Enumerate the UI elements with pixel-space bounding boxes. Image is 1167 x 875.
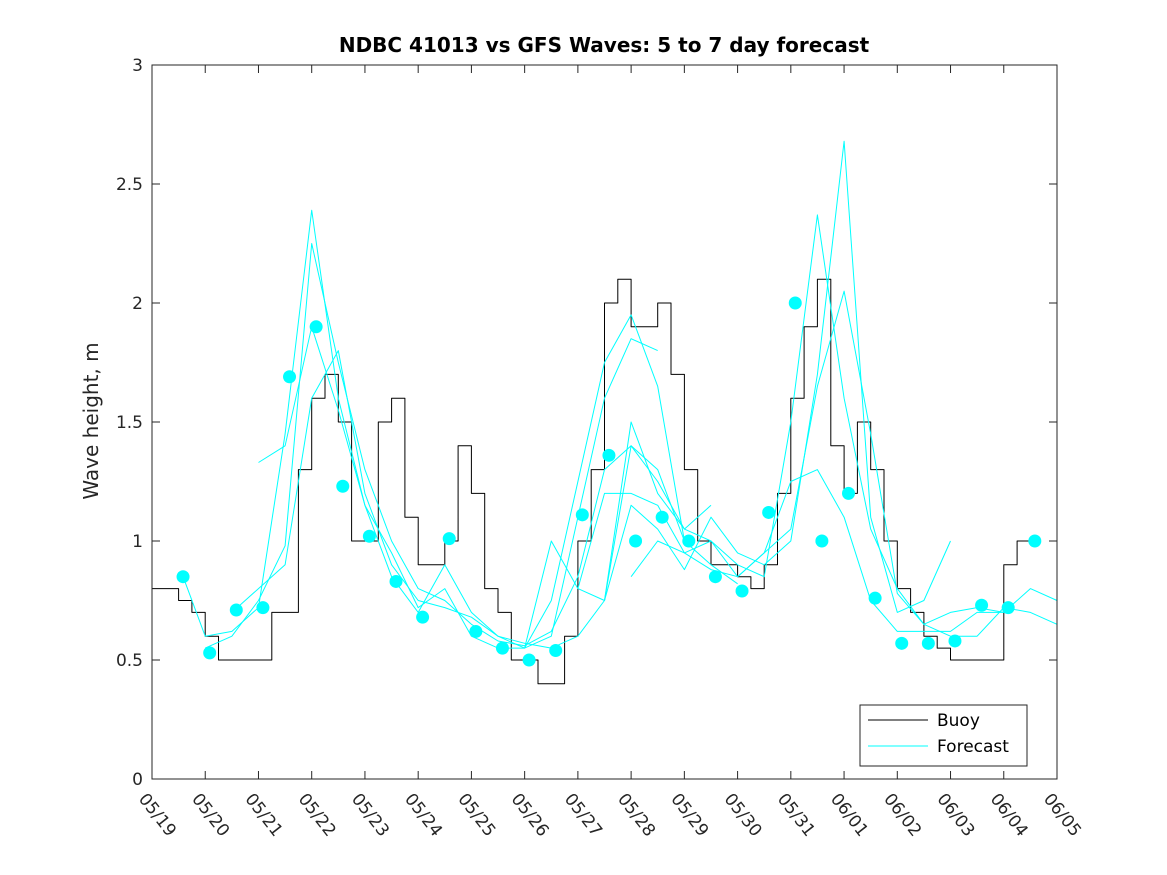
y-tick-label: 2 xyxy=(132,294,143,314)
y-axis-label: Wave height, m xyxy=(79,342,103,499)
forecast-point xyxy=(735,584,749,598)
forecast-point xyxy=(788,296,802,310)
forecast-point xyxy=(549,643,563,657)
forecast-point xyxy=(868,591,882,605)
forecast-point xyxy=(975,598,989,612)
forecast-point xyxy=(841,486,855,500)
forecast-series-line xyxy=(577,469,1058,632)
forecast-point xyxy=(815,534,829,548)
legend-box xyxy=(859,704,1028,767)
forecast-point xyxy=(895,636,909,650)
plot-area xyxy=(151,64,1058,780)
forecast-point xyxy=(762,505,776,519)
forecast-point xyxy=(655,510,669,524)
forecast-point xyxy=(629,534,643,548)
forecast-point xyxy=(469,624,483,638)
forecast-point xyxy=(1028,534,1042,548)
y-tick-label: 1 xyxy=(132,532,143,552)
forecast-point xyxy=(389,574,403,588)
forecast-point xyxy=(682,534,696,548)
forecast-point xyxy=(229,603,243,617)
y-tick-label: 0 xyxy=(132,770,143,790)
forecast-point xyxy=(336,479,350,493)
forecast-point xyxy=(575,508,589,522)
marker-layer xyxy=(176,296,1042,667)
forecast-series-line xyxy=(204,243,685,649)
forecast-series-line xyxy=(604,140,951,613)
y-axis: 0 0.5 1 1.5 2 2.5 3 xyxy=(116,56,1057,790)
forecast-point xyxy=(203,646,217,660)
forecast-point xyxy=(176,570,190,584)
forecast-point xyxy=(1001,601,1015,615)
forecast-point xyxy=(309,320,323,334)
forecast-series-line xyxy=(630,290,1058,637)
forecast-point xyxy=(283,370,297,384)
legend-label-buoy: Buoy xyxy=(937,711,980,731)
y-tick-label: 2.5 xyxy=(116,175,143,195)
y-tick-label: 1.5 xyxy=(116,413,143,433)
legend: Buoy Forecast xyxy=(859,704,1028,767)
forecast-point xyxy=(442,532,456,546)
forecast-point xyxy=(921,636,935,650)
forecast-series-line xyxy=(231,350,712,649)
forecast-point xyxy=(602,448,616,462)
forecast-point xyxy=(362,529,376,543)
legend-label-forecast: Forecast xyxy=(937,737,1009,757)
forecast-point xyxy=(708,570,722,584)
y-tick-label: 0.5 xyxy=(116,651,143,671)
y-tick-label: 3 xyxy=(132,56,143,76)
forecast-point xyxy=(522,653,536,667)
forecast-point xyxy=(256,601,270,615)
forecast-point xyxy=(495,641,509,655)
forecast-point xyxy=(948,634,962,648)
chart-title: NDBC 41013 vs GFS Waves: 5 to 7 day fore… xyxy=(339,33,870,57)
forecast-point xyxy=(416,610,430,624)
buoy-series-line xyxy=(152,278,1031,685)
